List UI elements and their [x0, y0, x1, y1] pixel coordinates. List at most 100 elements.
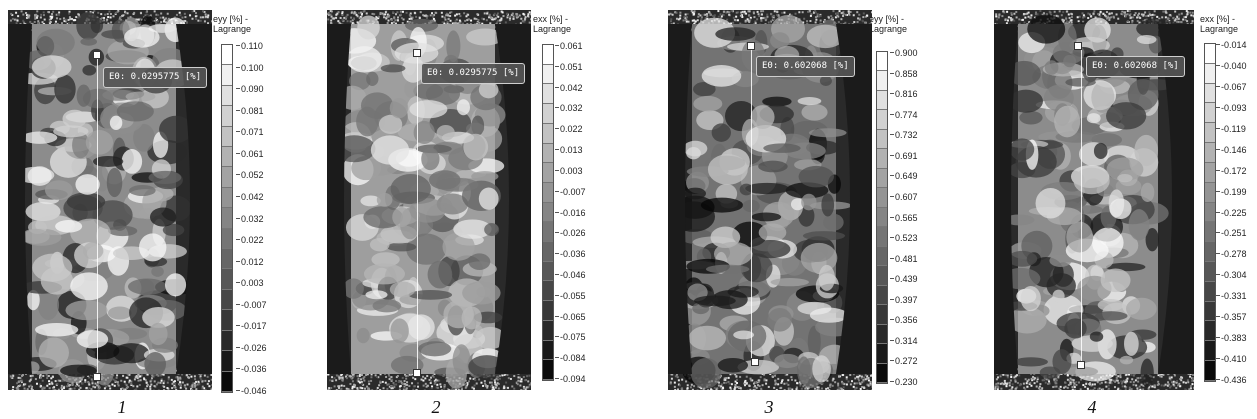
speckle-dot	[1142, 388, 1145, 390]
speckle-dot	[36, 15, 39, 18]
end-marker[interactable]	[751, 358, 759, 366]
speckle-dot	[1029, 16, 1032, 19]
speckle-dot	[181, 16, 184, 19]
legend-title-line1: eyy [%] -	[213, 14, 249, 24]
speckle-dot	[62, 387, 65, 390]
speckle-dot	[353, 385, 356, 388]
speckle-dot	[481, 17, 484, 20]
speckle-dot	[1069, 381, 1072, 384]
speckle-dot	[155, 22, 158, 25]
strain-blob	[357, 15, 380, 40]
speckle-dot	[1036, 376, 1039, 379]
speckle-dot	[870, 374, 872, 377]
strain-blob	[55, 219, 83, 233]
speckle-dot	[55, 17, 58, 20]
strain-blob	[1044, 60, 1059, 75]
speckle-dot	[503, 386, 506, 389]
speckle-dot	[341, 18, 344, 21]
speckle-dot	[720, 17, 723, 20]
speckle-dot	[1079, 388, 1082, 390]
strain-blob	[436, 124, 455, 141]
strain-blob	[113, 343, 150, 364]
color-swatch	[877, 227, 887, 247]
speckle-dot	[350, 11, 353, 14]
speckle-dot	[735, 15, 738, 18]
speckle-dot	[1015, 10, 1018, 13]
speckle-dot	[351, 19, 354, 22]
speckle-dot	[790, 376, 793, 379]
speckle-dot	[1006, 374, 1009, 377]
speckle-dot	[101, 20, 104, 23]
speckle-dot	[1005, 374, 1008, 377]
speckle-dot	[1160, 384, 1163, 387]
start-marker[interactable]	[1074, 42, 1082, 50]
strain-blob	[1134, 134, 1158, 167]
speckle-dot	[1107, 387, 1110, 390]
speckle-dot	[29, 20, 32, 23]
speckle-dot	[787, 379, 790, 382]
strain-blob	[819, 75, 832, 86]
speckle-dot	[124, 388, 127, 390]
speckle-dot	[195, 15, 198, 18]
speckle-dot	[496, 21, 499, 24]
specimen-shoulder	[8, 24, 32, 374]
speckle-dot	[125, 376, 128, 379]
speckle-dot	[1063, 386, 1066, 389]
start-marker[interactable]	[93, 51, 101, 59]
end-marker[interactable]	[93, 373, 101, 381]
speckle-dot	[497, 376, 500, 379]
speckle-dot	[91, 380, 94, 383]
start-marker[interactable]	[747, 42, 755, 50]
speckle-dot	[457, 388, 460, 390]
speckle-dot	[381, 12, 384, 15]
speckle-dot	[1026, 385, 1029, 388]
end-marker[interactable]	[1077, 361, 1085, 369]
speckle-dot	[390, 22, 393, 25]
speckle-dot	[440, 11, 443, 14]
speckle-dot	[1016, 374, 1019, 377]
speckle-dot	[717, 15, 720, 18]
speckle-dot	[350, 376, 353, 379]
end-marker[interactable]	[413, 369, 421, 377]
speckle-dot	[1188, 388, 1191, 390]
tick-label: -0.065	[555, 311, 586, 322]
speckle-dot	[338, 377, 341, 380]
speckle-dot	[834, 16, 837, 19]
speckle-dot	[1108, 12, 1111, 15]
speckle-dot	[101, 16, 104, 19]
speckle-dot	[135, 388, 138, 390]
color-swatch	[543, 281, 553, 302]
speckle-dot	[160, 379, 163, 382]
speckle-dot	[728, 13, 731, 16]
speckle-dot	[1016, 368, 1019, 371]
speckle-dot	[844, 21, 847, 24]
speckle-dot	[1014, 387, 1017, 390]
speckle-dot	[413, 385, 416, 388]
speckle-dot	[19, 379, 22, 382]
speckle-dot	[360, 12, 363, 15]
speckle-dot	[401, 382, 404, 385]
speckle-dot	[125, 384, 128, 387]
strain-blob	[1140, 358, 1154, 388]
strain-blob	[1019, 110, 1043, 125]
speckle-dot	[329, 10, 332, 13]
speckle-dot	[1137, 14, 1140, 17]
speckle-dot	[354, 12, 357, 15]
speckle-dot	[379, 389, 382, 390]
speckle-dot	[1097, 13, 1100, 16]
speckle-dot	[54, 20, 57, 23]
speckle-dot	[1007, 16, 1010, 19]
color-swatch	[877, 168, 887, 189]
speckle-dot	[726, 18, 729, 21]
speckle-dot	[1129, 381, 1132, 384]
speckle-dot	[1145, 18, 1148, 21]
speckle-dot	[201, 380, 204, 383]
start-marker[interactable]	[413, 49, 421, 57]
speckle-dot	[1178, 382, 1181, 385]
speckle-dot	[516, 14, 519, 17]
speckle-dot	[1128, 373, 1131, 376]
speckle-dot	[786, 373, 789, 376]
strain-blob	[1009, 138, 1035, 161]
speckle-dot	[11, 14, 14, 17]
speckle-dot	[864, 374, 867, 377]
